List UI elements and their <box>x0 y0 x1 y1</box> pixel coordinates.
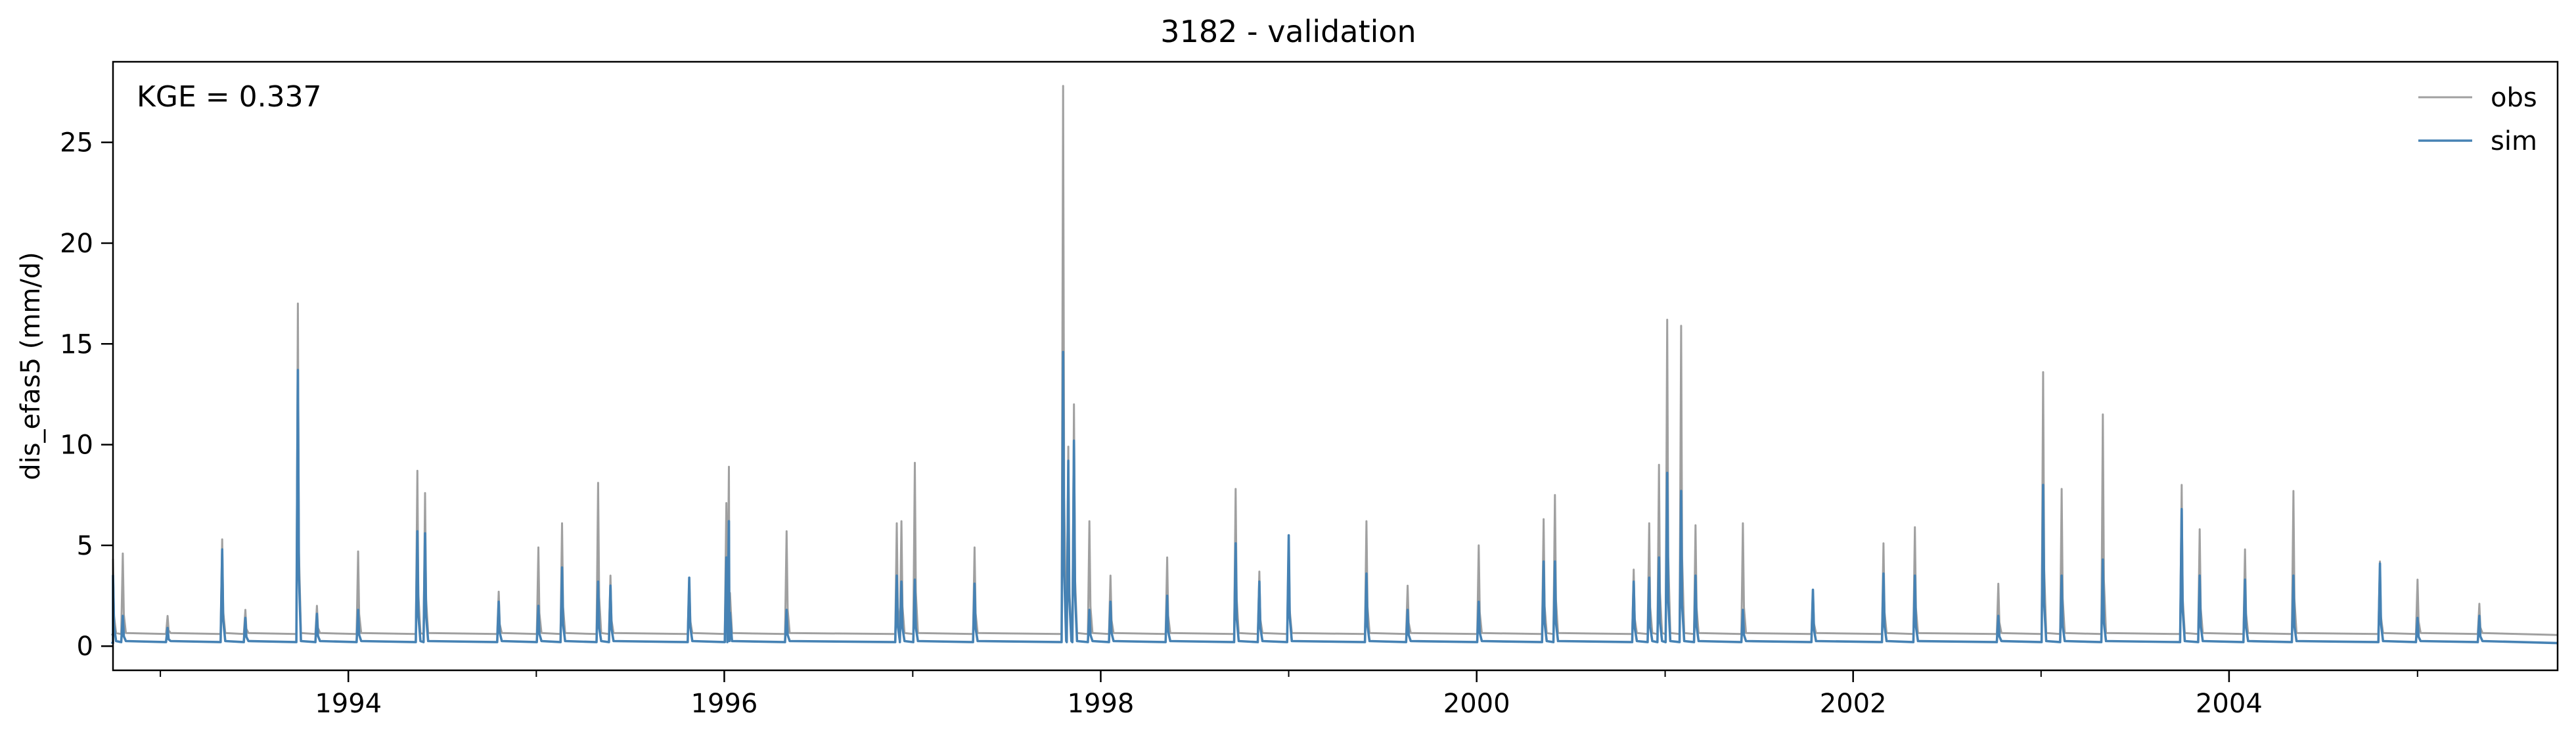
x-tick-label: 2004 <box>2196 689 2263 719</box>
x-tick-label: 1996 <box>691 689 758 719</box>
y-tick-label: 0 <box>77 632 93 662</box>
chart-title: 3182 - validation <box>1160 14 1416 49</box>
x-tick-label: 1998 <box>1068 689 1135 719</box>
y-tick-label: 10 <box>60 430 93 461</box>
x-tick-label: 1994 <box>315 689 382 719</box>
y-tick-label: 25 <box>60 128 93 158</box>
kge-annotation: KGE = 0.337 <box>137 80 322 114</box>
x-tick-label: 2000 <box>1443 689 1510 719</box>
x-tick-label: 2002 <box>1820 689 1887 719</box>
y-tick-label: 15 <box>60 329 93 359</box>
y-axis-label: dis_efas5 (mm/d) <box>16 252 46 480</box>
legend-label-sim: sim <box>2491 126 2537 156</box>
legend-label-obs: obs <box>2491 83 2537 113</box>
y-tick-label: 5 <box>77 531 93 561</box>
y-tick-label: 20 <box>60 229 93 259</box>
